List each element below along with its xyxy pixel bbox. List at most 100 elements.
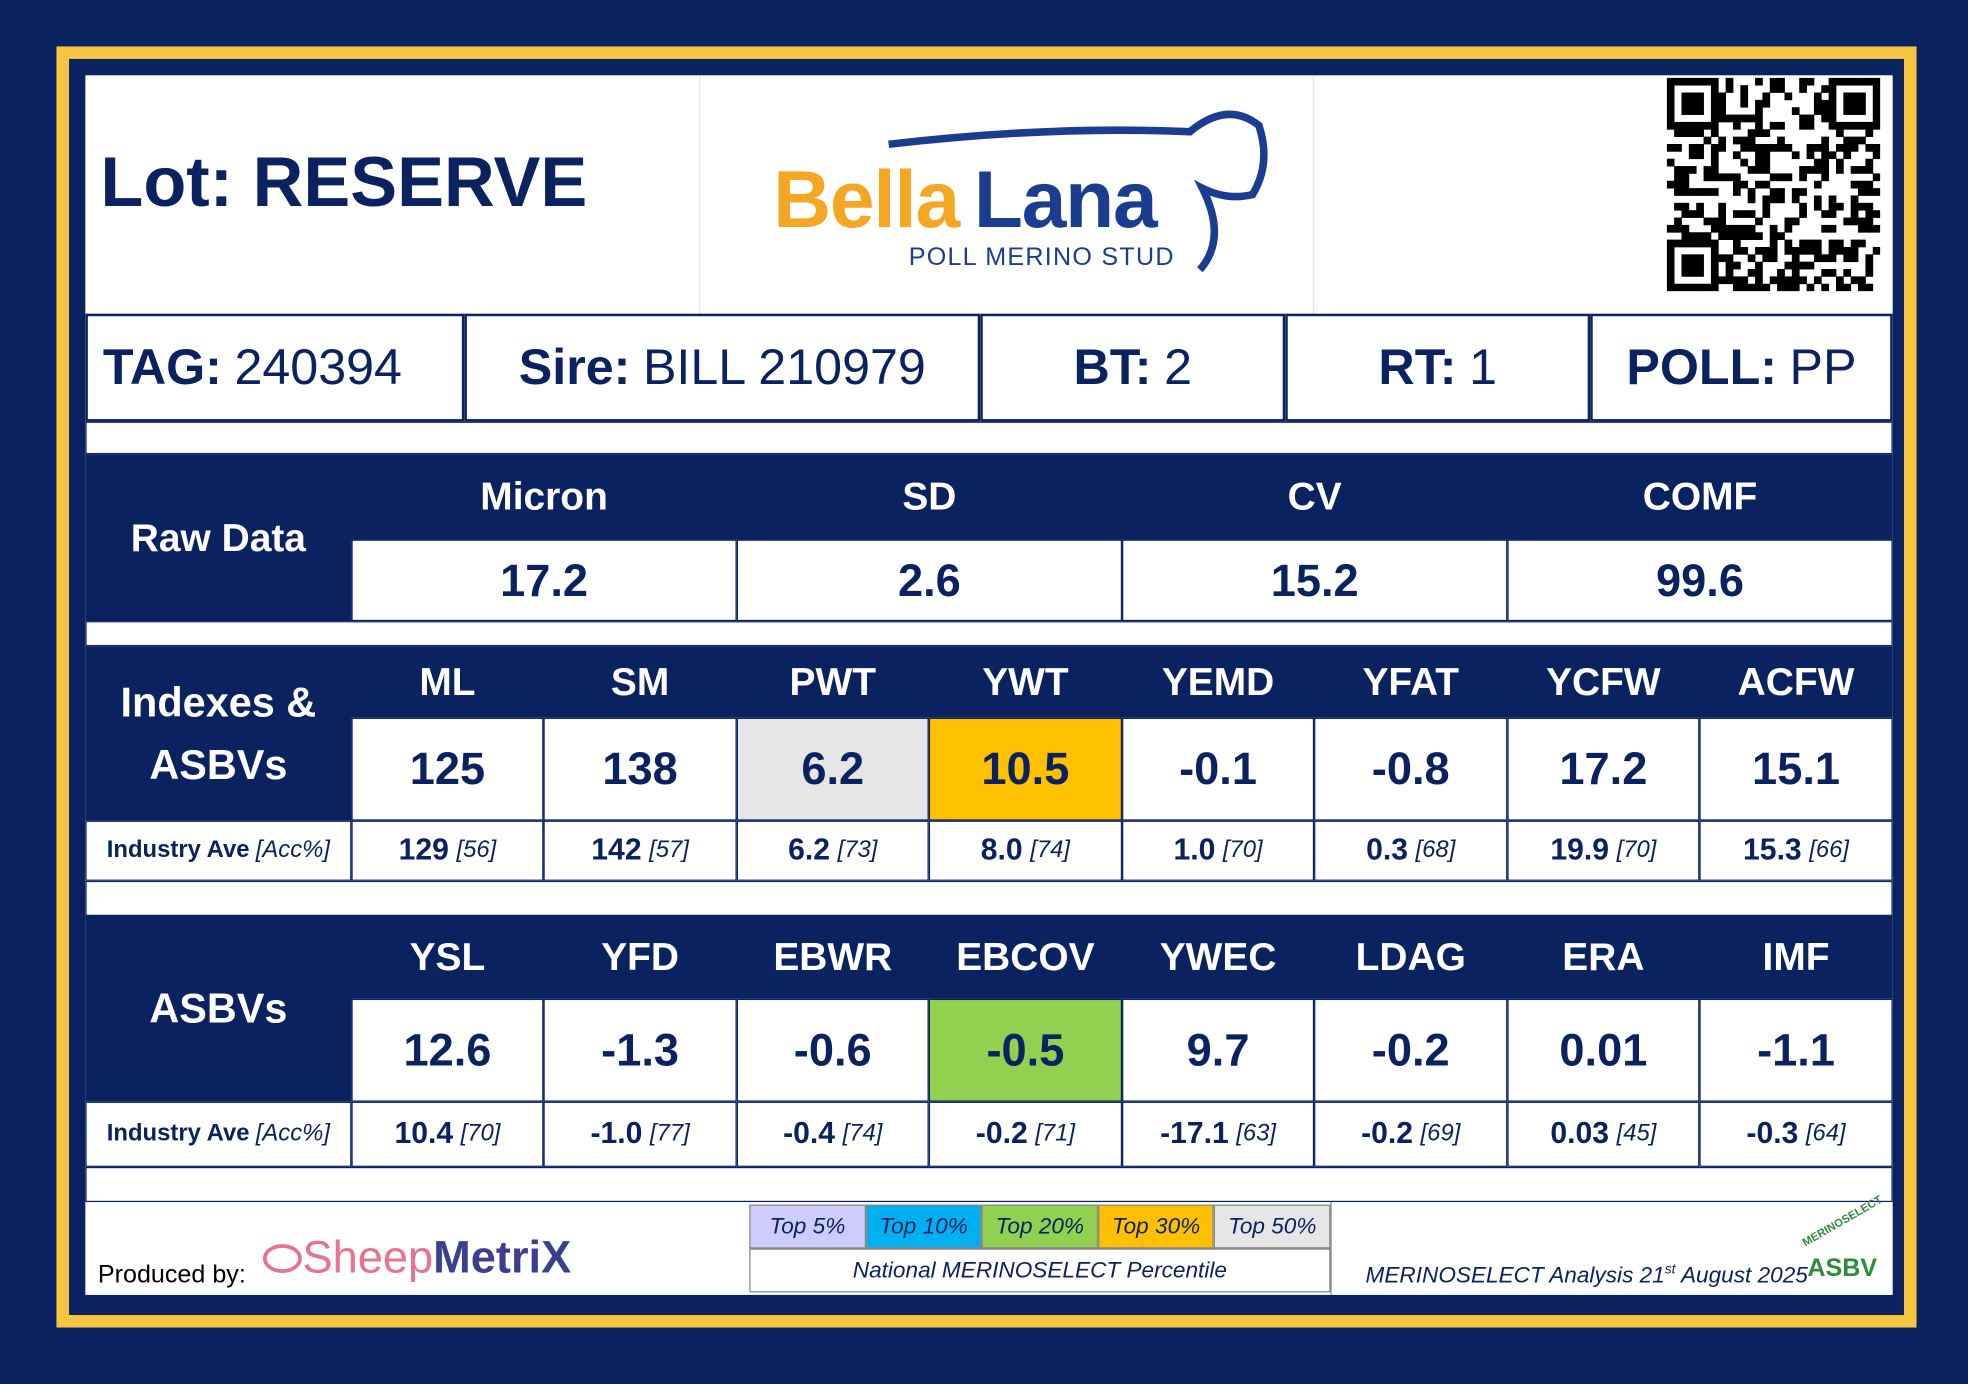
average-value: -17.1 <box>1160 1116 1229 1151</box>
acc-label: [Acc%] <box>255 1120 330 1147</box>
qr-module <box>1791 254 1800 263</box>
qr-module <box>1762 151 1771 160</box>
qr-module <box>1732 121 1741 130</box>
qr-module <box>1850 166 1859 174</box>
qr-module <box>1813 180 1822 189</box>
industry-label-cell: Industry Ave [Acc%] <box>85 1101 352 1167</box>
qr-module <box>1784 173 1793 182</box>
qr-module <box>1710 151 1719 160</box>
qr-module <box>1769 246 1778 255</box>
qr-module <box>1666 121 1675 130</box>
qr-module <box>1835 121 1844 130</box>
qr-module <box>1865 166 1874 174</box>
qr-module <box>1755 246 1763 255</box>
qr-module <box>1769 224 1778 233</box>
qr-module <box>1858 136 1866 145</box>
info-cell: Sire: BILL 210979 <box>464 313 981 422</box>
qr-module <box>1806 114 1815 123</box>
qr-module <box>1784 92 1793 101</box>
qr-module <box>1828 99 1837 108</box>
qr-module <box>1843 121 1852 130</box>
qr-module <box>1835 276 1844 285</box>
section-title-cell: ASBVs <box>85 916 351 1102</box>
raw-title: Raw Data <box>85 454 351 621</box>
qr-module <box>1755 151 1763 160</box>
qr-module <box>1799 239 1807 248</box>
qr-module <box>1755 166 1763 174</box>
column-label: EBWR <box>773 934 893 979</box>
qr-module <box>1865 77 1874 86</box>
qr-module <box>1696 99 1704 108</box>
qr-module <box>1696 261 1704 270</box>
qr-module <box>1791 188 1800 196</box>
value: -0.8 <box>1371 742 1450 795</box>
qr-module <box>1718 254 1727 263</box>
average-acc: [77] <box>649 1120 690 1147</box>
qr-module <box>1828 77 1837 86</box>
legend-label: Top 50% <box>1228 1213 1317 1239</box>
value: 6.2 <box>801 742 865 795</box>
qr-module <box>1813 166 1822 174</box>
value: 12.6 <box>403 1023 492 1076</box>
qr-module <box>1718 99 1727 108</box>
qr-module <box>1843 151 1852 160</box>
qr-module <box>1740 210 1749 218</box>
qr-module <box>1850 92 1859 101</box>
raw-value: 17.2 <box>500 553 589 606</box>
qr-module <box>1725 232 1734 240</box>
qr-module <box>1821 107 1830 115</box>
qr-module <box>1835 129 1844 138</box>
qr-module <box>1850 276 1859 285</box>
qr-module <box>1806 77 1815 86</box>
qr-module <box>1813 99 1822 108</box>
industry-label: Industry Ave <box>106 1120 250 1147</box>
qr-module <box>1681 107 1690 115</box>
analysis-date: MERINOSELECT Analysis 21st August 2025 <box>1366 1262 1808 1288</box>
average-acc: [74] <box>1030 836 1071 864</box>
qr-module <box>1784 276 1793 285</box>
legend-label: Top 5% <box>769 1213 846 1239</box>
qr-module <box>1813 143 1822 152</box>
qr-module <box>1696 129 1704 138</box>
qr-module <box>1872 77 1881 86</box>
qr-module <box>1865 269 1874 277</box>
qr-module <box>1828 246 1837 255</box>
qr-module <box>1732 180 1741 189</box>
value: 10.5 <box>981 742 1070 795</box>
column-label: IMF <box>1762 934 1830 979</box>
qr-module <box>1777 269 1785 277</box>
column-header: SM <box>543 646 736 718</box>
qr-module <box>1681 269 1690 277</box>
qr-module <box>1777 188 1785 196</box>
qr-module <box>1732 151 1741 160</box>
qr-module <box>1821 254 1830 263</box>
qr-module <box>1865 254 1874 263</box>
value-cell: -1.3 <box>543 998 737 1102</box>
qr-module <box>1710 283 1719 292</box>
info-value: 240394 <box>234 339 402 395</box>
qr-module <box>1769 239 1778 248</box>
qr-module <box>1821 151 1830 160</box>
value-cell: 10.5 <box>928 717 1123 821</box>
raw-value: 99.6 <box>1656 553 1745 606</box>
average-cell: 8.0 [74] <box>928 820 1123 881</box>
qr-module <box>1828 224 1837 233</box>
qr-module <box>1725 173 1734 182</box>
qr-module <box>1872 224 1881 233</box>
logo-first: Sheep <box>302 1230 434 1283</box>
qr-module <box>1674 180 1682 189</box>
qr-module <box>1688 151 1697 160</box>
average-cell: 129 [56] <box>351 820 544 881</box>
qr-module <box>1865 283 1874 292</box>
qr-module <box>1843 136 1852 145</box>
qr-module <box>1799 114 1807 123</box>
qr-module <box>1858 107 1866 115</box>
qr-module <box>1710 254 1719 263</box>
qr-module <box>1755 99 1763 108</box>
qr-module <box>1688 239 1697 248</box>
qr-module <box>1674 188 1682 196</box>
qr-module <box>1718 173 1727 182</box>
qr-module <box>1828 151 1837 160</box>
qr-module <box>1674 217 1682 226</box>
qr-module <box>1710 158 1719 167</box>
